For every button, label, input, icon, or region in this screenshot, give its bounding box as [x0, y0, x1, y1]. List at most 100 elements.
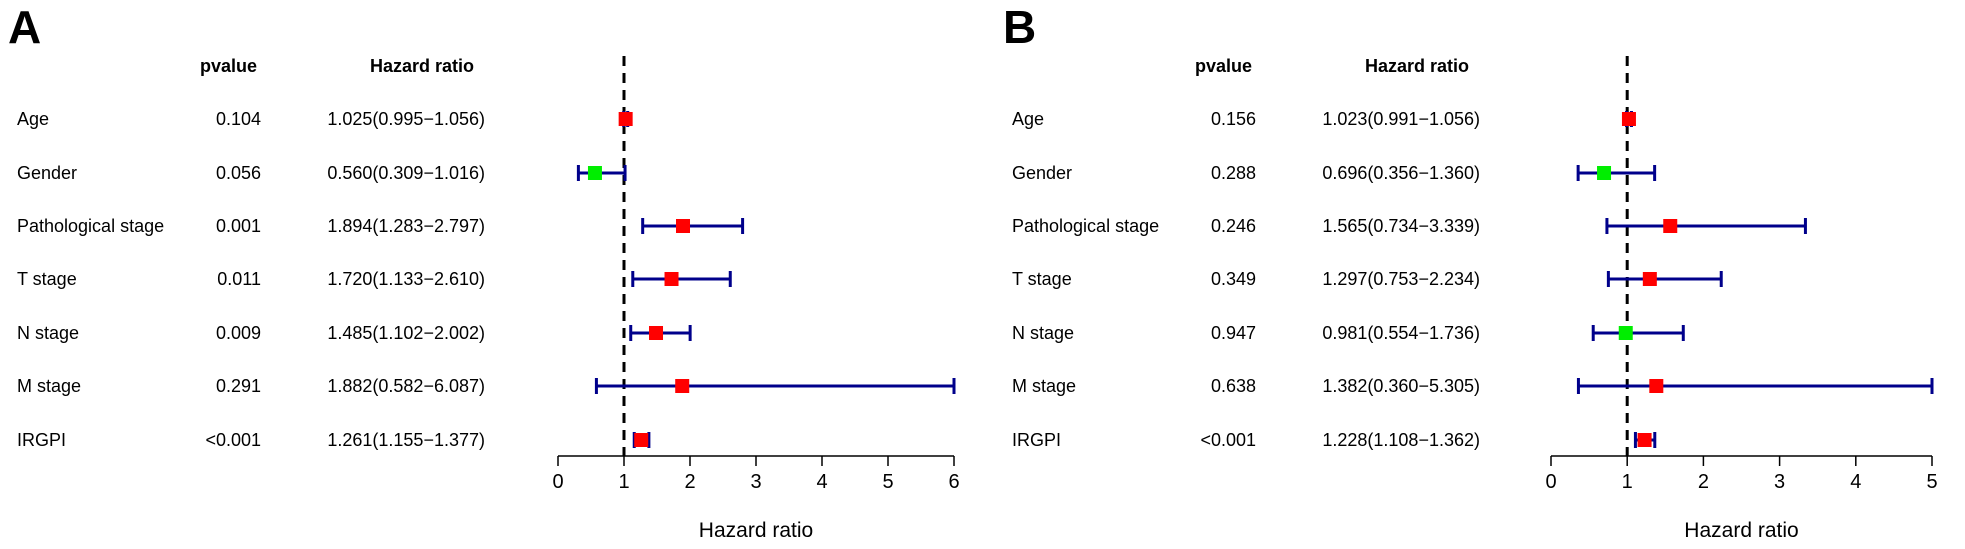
pvalue-text: 0.104 — [215, 109, 261, 129]
x-tick-label: 3 — [750, 471, 761, 493]
hazard-ratio-cell: 1.894(1.283−2.797) — [280, 215, 485, 237]
hazard-ratio-text: 1.485(1.102−2.002) — [327, 323, 485, 343]
hazard-ratio-cell: 1.485(1.102−2.002) — [280, 322, 485, 344]
hazard-ratio-cell: 1.023(0.991−1.056) — [1275, 108, 1480, 130]
pvalue-text: 0.638 — [1210, 376, 1256, 396]
pvalue-cell: 0.001 — [150, 215, 261, 237]
confidence-interval — [1591, 325, 1685, 341]
hazard-ratio-text: 0.560(0.309−1.016) — [327, 163, 485, 183]
variable-label: N stage — [17, 323, 80, 343]
hazard-ratio-cell: 1.382(0.360−5.305) — [1275, 375, 1480, 397]
hazard-ratio-point — [1649, 379, 1664, 393]
x-tick-label: 2 — [684, 471, 695, 493]
hazard-ratio-point — [618, 112, 633, 126]
pvalue-cell: 0.291 — [150, 375, 261, 397]
hazard-ratio-point — [664, 272, 679, 286]
variable-label: IRGPI — [17, 430, 67, 450]
pvalue-header: pvalue — [1195, 56, 1253, 76]
variable-label: Pathological stage — [1012, 216, 1160, 236]
pvalue-cell: <0.001 — [1145, 429, 1256, 451]
pvalue-text: 0.011 — [217, 269, 261, 289]
forest-plot: 0 1 2 3 4 5 Hazard ratio — [1545, 56, 1938, 542]
hazard-ratio-cell: 0.696(0.356−1.360) — [1275, 162, 1480, 184]
hazard-ratio-header: Hazard ratio — [1365, 56, 1470, 76]
pvalue-cell: 0.104 — [150, 108, 261, 130]
hazard-ratio-text: 1.894(1.283−2.797) — [327, 216, 485, 236]
forest-plot: 0 1 2 3 4 5 6 Hazard ratio — [552, 56, 960, 542]
x-tick-label: 5 — [882, 471, 893, 493]
pvalue-cell: 0.947 — [1145, 322, 1256, 344]
x-tick-label: 5 — [1926, 471, 1937, 493]
variable-label: Gender — [17, 163, 78, 183]
variable-label: M stage — [17, 376, 82, 396]
x-tick-label: 1 — [1622, 471, 1633, 493]
x-tick-label: 1 — [618, 471, 629, 493]
hazard-ratio-point — [634, 433, 649, 447]
confidence-interval — [594, 378, 956, 394]
x-axis: 0 1 2 3 4 5 — [1545, 455, 1938, 493]
confidence-interval — [1605, 218, 1807, 234]
hazard-ratio-cell: 1.261(1.155−1.377) — [280, 429, 485, 451]
pvalue-text: 0.349 — [1210, 269, 1256, 289]
hazard-ratio-point — [649, 326, 664, 340]
pvalue-cell: 0.246 — [1145, 215, 1256, 237]
pvalue-cell: <0.001 — [150, 429, 261, 451]
hazard-ratio-cell: 1.228(1.108−1.362) — [1275, 429, 1480, 451]
confidence-interval — [641, 218, 745, 234]
hazard-ratio-text: 1.025(0.995−1.056) — [327, 109, 485, 129]
x-tick-label: 2 — [1698, 471, 1709, 493]
forest-plot-panel-b: B pvalue Hazard ratio Age 0.156 1.023(0.99… — [995, 0, 1965, 549]
hazard-ratio-text: 1.382(0.360−5.305) — [1322, 376, 1480, 396]
pvalue-cell: 0.011 — [150, 268, 261, 290]
hazard-ratio-text: 1.297(0.753−2.234) — [1322, 269, 1480, 289]
hazard-ratio-point — [1663, 219, 1678, 233]
x-tick-label: 3 — [1774, 471, 1785, 493]
variable-label: N stage — [1012, 323, 1075, 343]
pvalue-text: 0.056 — [215, 163, 261, 183]
hazard-ratio-point — [1618, 326, 1633, 340]
hazard-ratio-text: 1.882(0.582−6.087) — [327, 376, 485, 396]
hazard-ratio-text: 1.565(0.734−3.339) — [1322, 216, 1480, 236]
pvalue-text: 0.246 — [1210, 216, 1256, 236]
hazard-ratio-point — [587, 166, 602, 180]
panel-label: A — [8, 1, 42, 53]
variable-label: Age — [1012, 109, 1045, 129]
x-tick-label: 4 — [1850, 471, 1861, 493]
pvalue-text: 0.009 — [215, 323, 261, 343]
pvalue-cell: 0.156 — [1145, 108, 1256, 130]
hazard-ratio-text: 1.261(1.155−1.377) — [327, 430, 485, 450]
hazard-ratio-point — [1642, 272, 1657, 286]
pvalue-text: 0.156 — [1210, 109, 1256, 129]
x-tick-label: 6 — [948, 471, 959, 493]
panel-label: B — [1003, 1, 1037, 53]
pvalue-text: <0.001 — [1200, 430, 1256, 450]
pvalue-cell: 0.349 — [1145, 268, 1256, 290]
pvalue-text: 0.291 — [215, 376, 261, 396]
x-axis-title: Hazard ratio — [699, 519, 813, 542]
hazard-ratio-cell: 0.560(0.309−1.016) — [280, 162, 485, 184]
variable-label: IRGPI — [1012, 430, 1062, 450]
x-tick-label: 0 — [552, 471, 563, 493]
hazard-ratio-cell: 1.882(0.582−6.087) — [280, 375, 485, 397]
hazard-ratio-header: Hazard ratio — [370, 56, 475, 76]
variable-label: Pathological stage — [17, 216, 165, 236]
variable-label: M stage — [1012, 376, 1077, 396]
pvalue-text: 0.288 — [1210, 163, 1256, 183]
pvalue-text: <0.001 — [205, 430, 261, 450]
hazard-ratio-text: 1.720(1.133−2.610) — [327, 269, 485, 289]
hazard-ratio-cell: 1.297(0.753−2.234) — [1275, 268, 1480, 290]
hazard-ratio-point — [675, 379, 690, 393]
pvalue-text: 0.001 — [215, 216, 261, 236]
hazard-ratio-text: 1.228(1.108−1.362) — [1322, 430, 1480, 450]
hazard-ratio-cell: 1.025(0.995−1.056) — [280, 108, 485, 130]
x-tick-label: 4 — [816, 471, 827, 493]
hazard-ratio-point — [1621, 112, 1636, 126]
hazard-ratio-cell: 1.565(0.734−3.339) — [1275, 215, 1480, 237]
confidence-interval — [1606, 271, 1723, 287]
hazard-ratio-text: 0.981(0.554−1.736) — [1322, 323, 1480, 343]
variable-label: Age — [17, 109, 50, 129]
x-tick-label: 0 — [1545, 471, 1556, 493]
variable-label: T stage — [1012, 269, 1072, 289]
hazard-ratio-point — [676, 219, 691, 233]
forest-plot-panel-a: A pvalue Hazard ratio Age 0.104 1.025(0.99… — [0, 0, 982, 549]
